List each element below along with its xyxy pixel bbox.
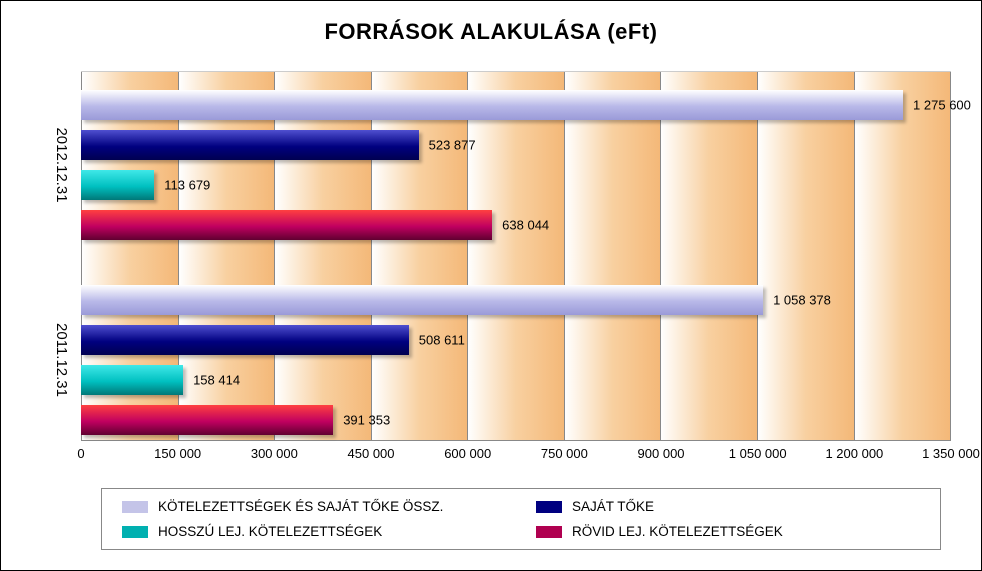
bar-row: 1 058 378: [81, 285, 951, 315]
legend-swatch: [122, 501, 148, 513]
legend-item-2: HOSSZÚ LEJ. KÖTELEZETTSÉGEK: [122, 524, 506, 539]
plot-area: 2012.12.311 275 600523 877113 679638 044…: [81, 71, 951, 441]
bar-row: 1 275 600: [81, 90, 951, 120]
bar-series-2: 158 414: [81, 365, 183, 395]
bar-row: 638 044: [81, 210, 951, 240]
bar-row: 391 353: [81, 405, 951, 435]
bar-series-3: 638 044: [81, 210, 492, 240]
category-label-2011: 2011.12.31: [53, 323, 70, 397]
bar-value-label: 638 044: [502, 218, 549, 233]
legend-swatch: [122, 526, 148, 538]
bar-value-label: 113 679: [164, 178, 210, 193]
legend-item-0: KÖTELEZETTSÉGEK ÉS SAJÁT TŐKE ÖSSZ.: [122, 499, 506, 514]
bar-row: 113 679: [81, 170, 951, 200]
legend-item-3: RÖVID LEJ. KÖTELEZETTSÉGEK: [536, 524, 920, 539]
bar-series-1: 523 877: [81, 130, 419, 160]
bar-series-2: 113 679: [81, 170, 154, 200]
bar-value-label: 1 058 378: [773, 293, 831, 308]
bar-series-3: 391 353: [81, 405, 333, 435]
legend: KÖTELEZETTSÉGEK ÉS SAJÁT TŐKE ÖSSZ. SAJÁT…: [101, 488, 941, 550]
bar-series-1: 508 611: [81, 325, 409, 355]
bar-row: 158 414: [81, 365, 951, 395]
x-tick: 1 350 000: [922, 446, 980, 461]
legend-label: SAJÁT TŐKE: [572, 499, 654, 514]
bar-row: 523 877: [81, 130, 951, 160]
legend-label: HOSSZÚ LEJ. KÖTELEZETTSÉGEK: [158, 524, 382, 539]
category-label-2012: 2012.12.31: [53, 127, 70, 202]
bars-layer: 2012.12.311 275 600523 877113 679638 044…: [81, 72, 951, 440]
bar-series-0: 1 275 600: [81, 90, 903, 120]
bar-value-label: 1 275 600: [913, 98, 971, 113]
bar-value-label: 391 353: [343, 413, 390, 428]
chart-container: FORRÁSOK ALAKULÁSA (eFt) 2012.12.31 1 275…: [0, 0, 982, 571]
chart-title: FORRÁSOK ALAKULÁSA (eFt): [1, 1, 981, 45]
legend-item-1: SAJÁT TŐKE: [536, 499, 920, 514]
legend-swatch: [536, 526, 562, 538]
legend-label: KÖTELEZETTSÉGEK ÉS SAJÁT TŐKE ÖSSZ.: [158, 499, 443, 514]
bar-value-label: 158 414: [193, 373, 240, 388]
legend-swatch: [536, 501, 562, 513]
bar-value-label: 508 611: [419, 333, 465, 348]
bar-series-0: 1 058 378: [81, 285, 763, 315]
legend-label: RÖVID LEJ. KÖTELEZETTSÉGEK: [572, 524, 783, 539]
bar-value-label: 523 877: [429, 138, 476, 153]
bar-row: 508 611: [81, 325, 951, 355]
